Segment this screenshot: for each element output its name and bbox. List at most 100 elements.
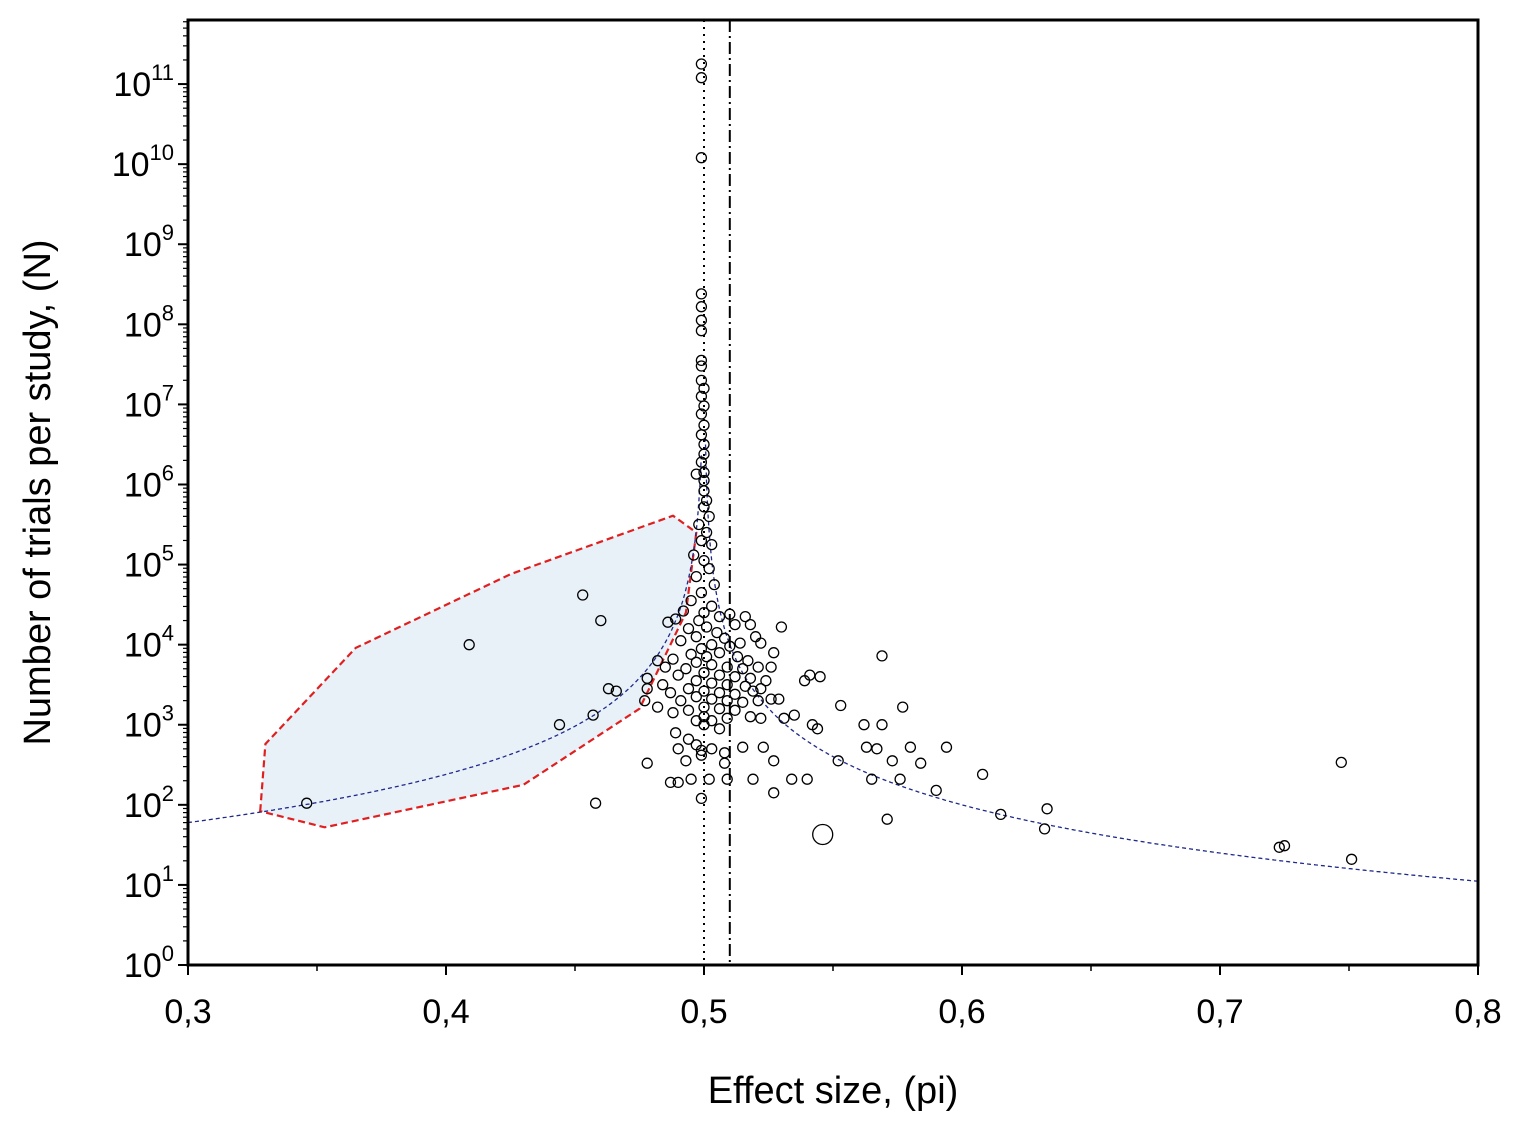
data-point	[904, 741, 917, 753]
data-point	[706, 538, 718, 551]
data-point	[858, 719, 870, 731]
data-point	[695, 408, 708, 420]
data-point	[672, 743, 684, 755]
data-point	[721, 773, 733, 785]
x-tick-label: 0,6	[938, 993, 985, 1031]
data-point	[667, 653, 679, 665]
data-point	[812, 823, 834, 846]
data-point	[695, 152, 708, 164]
data-point	[695, 72, 708, 84]
data-point	[672, 776, 684, 789]
data-point	[747, 773, 759, 785]
data-point	[866, 773, 878, 785]
data-point	[695, 586, 708, 599]
data-point	[995, 808, 1007, 821]
data-point	[801, 773, 813, 785]
data-point	[706, 639, 718, 651]
data-point	[685, 594, 697, 607]
data-point	[664, 776, 677, 789]
data-point	[724, 640, 736, 652]
data-point	[688, 549, 700, 561]
data-point	[695, 325, 708, 337]
data-point	[698, 554, 710, 567]
data-point	[976, 768, 989, 781]
data-point	[737, 663, 749, 675]
y-tick-label: 102	[124, 781, 174, 825]
data-point	[698, 382, 710, 395]
y-tick-label: 105	[124, 541, 174, 585]
data-point	[755, 712, 767, 724]
data-point	[724, 608, 736, 620]
data-point	[695, 643, 708, 655]
data-point	[775, 621, 788, 633]
data-point	[695, 354, 708, 367]
data-point	[667, 707, 679, 719]
data-point	[669, 613, 682, 625]
data-point	[680, 755, 692, 767]
data-point	[698, 501, 710, 513]
y-tick-label: 109	[124, 220, 174, 264]
data-point	[639, 695, 651, 707]
data-point	[700, 526, 713, 539]
data-point	[706, 693, 718, 705]
data-point	[690, 631, 702, 643]
data-point	[744, 711, 757, 723]
data-point	[698, 685, 710, 697]
data-point	[752, 661, 764, 673]
data-point	[698, 419, 710, 431]
data-point	[731, 651, 744, 663]
data-point	[886, 755, 898, 767]
funnel-curve-right	[704, 436, 1479, 882]
data-point	[703, 562, 715, 575]
data-point	[669, 727, 682, 739]
data-point	[706, 677, 718, 689]
data-point	[713, 669, 726, 681]
data-point	[747, 685, 759, 697]
data-point	[757, 741, 769, 753]
data-point	[729, 618, 741, 631]
data-point	[595, 614, 607, 627]
plot-frame	[186, 18, 1480, 967]
data-point	[1335, 756, 1347, 769]
data-point	[682, 704, 695, 716]
data-point	[698, 719, 710, 731]
y-tick-label: 106	[124, 460, 174, 504]
y-tick-label: 101	[124, 861, 174, 905]
data-point	[690, 675, 702, 687]
data-point	[713, 647, 726, 659]
data-point	[695, 456, 708, 468]
y-tick-label: 100	[124, 941, 174, 985]
data-point	[706, 659, 718, 671]
data-point	[685, 648, 697, 660]
data-point	[589, 797, 602, 809]
data-point	[553, 719, 566, 731]
data-point	[690, 656, 702, 668]
data-point	[695, 792, 708, 805]
data-point	[703, 773, 715, 785]
data-point	[881, 813, 893, 825]
data-point	[729, 671, 741, 683]
data-point	[755, 637, 767, 649]
data-point	[768, 755, 780, 767]
data-point	[734, 637, 746, 649]
data-point	[641, 683, 653, 695]
data-point	[706, 715, 718, 727]
data-point	[610, 685, 622, 697]
data-point	[811, 723, 824, 735]
data-point	[700, 494, 713, 507]
data-point	[695, 288, 708, 300]
data-point	[690, 715, 702, 727]
data-point	[577, 589, 589, 601]
data-point	[1041, 803, 1053, 815]
data-point	[703, 510, 715, 523]
data-point	[698, 448, 710, 460]
x-tick-label: 0,7	[1196, 993, 1243, 1031]
data-point	[682, 683, 695, 695]
x-tick-label: 0,8	[1454, 993, 1501, 1031]
x-tick-label: 0,3	[164, 993, 211, 1031]
data-point	[662, 616, 674, 628]
y-tick-label: 108	[124, 300, 174, 344]
data-point	[765, 661, 777, 673]
data-point	[755, 683, 767, 695]
